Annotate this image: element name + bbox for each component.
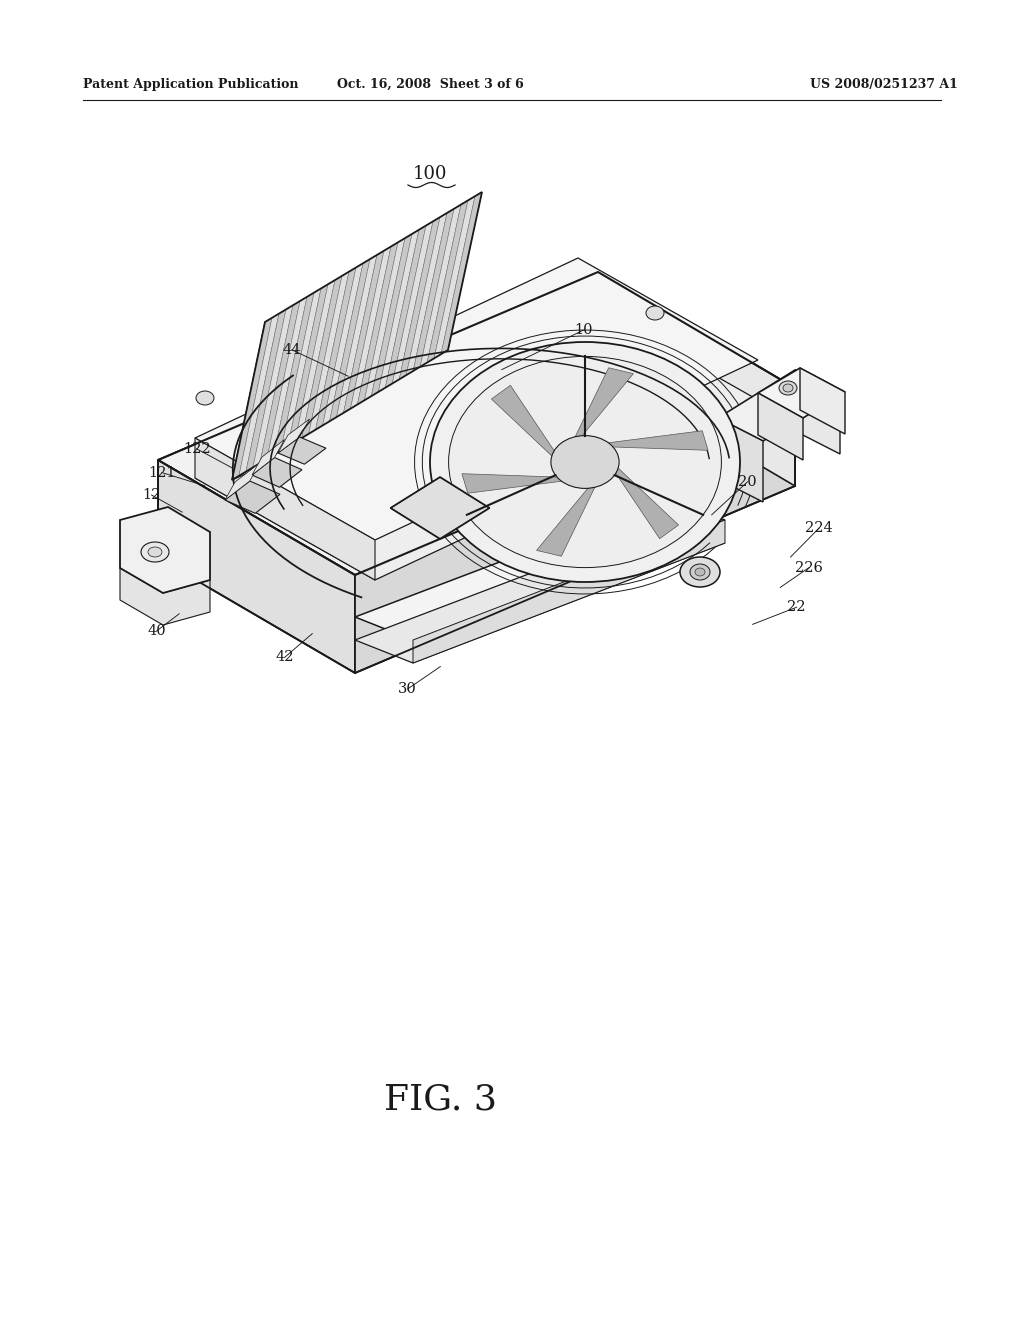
Polygon shape (281, 289, 321, 450)
Polygon shape (537, 482, 598, 556)
Polygon shape (158, 272, 795, 576)
Ellipse shape (680, 557, 720, 587)
Polygon shape (427, 201, 468, 363)
Polygon shape (295, 280, 335, 442)
Polygon shape (120, 507, 210, 593)
Polygon shape (462, 474, 569, 494)
Polygon shape (278, 418, 309, 453)
Text: Patent Application Publication: Patent Application Publication (83, 78, 299, 91)
Polygon shape (718, 370, 840, 441)
Ellipse shape (141, 543, 169, 562)
Polygon shape (758, 393, 803, 459)
Polygon shape (407, 213, 447, 375)
Text: 121: 121 (148, 466, 175, 479)
Text: 30: 30 (398, 682, 417, 696)
Text: 40: 40 (147, 624, 166, 638)
Text: 100: 100 (413, 165, 447, 183)
Polygon shape (239, 314, 279, 475)
Polygon shape (600, 430, 708, 450)
Polygon shape (308, 272, 349, 434)
Polygon shape (288, 284, 328, 446)
Polygon shape (252, 440, 285, 475)
Polygon shape (120, 568, 210, 624)
Polygon shape (355, 521, 725, 663)
Polygon shape (413, 520, 725, 663)
Ellipse shape (551, 436, 620, 488)
Polygon shape (195, 257, 758, 540)
Text: Oct. 16, 2008  Sheet 3 of 6: Oct. 16, 2008 Sheet 3 of 6 (337, 78, 523, 91)
Polygon shape (267, 297, 307, 459)
Text: 224: 224 (805, 521, 834, 535)
Polygon shape (420, 205, 461, 367)
Polygon shape (800, 368, 845, 434)
Polygon shape (355, 388, 795, 673)
Polygon shape (357, 243, 398, 404)
Polygon shape (195, 298, 758, 579)
Polygon shape (302, 276, 342, 438)
Ellipse shape (196, 391, 214, 405)
Polygon shape (365, 238, 406, 400)
Polygon shape (392, 222, 433, 384)
Text: 10: 10 (574, 323, 593, 337)
Text: 122: 122 (183, 442, 210, 455)
Polygon shape (492, 385, 558, 461)
Polygon shape (350, 247, 391, 409)
Polygon shape (558, 539, 632, 578)
Polygon shape (355, 498, 725, 640)
Polygon shape (225, 480, 280, 513)
Polygon shape (260, 301, 300, 463)
Text: FIG. 3: FIG. 3 (384, 1082, 497, 1117)
Text: US 2008/0251237 A1: US 2008/0251237 A1 (810, 78, 957, 91)
Polygon shape (273, 293, 314, 455)
Ellipse shape (695, 568, 705, 576)
Polygon shape (399, 218, 440, 379)
Polygon shape (758, 368, 845, 418)
Polygon shape (413, 209, 454, 371)
Polygon shape (343, 251, 384, 413)
Ellipse shape (646, 306, 664, 319)
Polygon shape (390, 477, 489, 539)
Polygon shape (449, 191, 482, 350)
Polygon shape (598, 272, 795, 486)
Polygon shape (253, 305, 293, 467)
Polygon shape (323, 263, 362, 425)
Polygon shape (252, 458, 302, 487)
Polygon shape (232, 318, 272, 480)
Text: 42: 42 (275, 651, 294, 664)
Ellipse shape (430, 342, 740, 582)
Polygon shape (441, 191, 482, 354)
Polygon shape (246, 309, 286, 471)
Text: 44: 44 (283, 343, 301, 356)
Polygon shape (232, 314, 283, 480)
Text: 20: 20 (738, 475, 757, 488)
Ellipse shape (148, 546, 162, 557)
Polygon shape (195, 438, 375, 579)
Polygon shape (225, 463, 260, 500)
Text: 12: 12 (142, 488, 161, 502)
Text: 226: 226 (795, 561, 823, 574)
Polygon shape (337, 255, 377, 417)
Ellipse shape (690, 564, 710, 579)
Polygon shape (718, 418, 763, 502)
Polygon shape (434, 197, 475, 359)
Text: 22: 22 (787, 601, 806, 614)
Polygon shape (385, 226, 426, 388)
Polygon shape (612, 463, 679, 539)
Polygon shape (330, 259, 370, 421)
Polygon shape (372, 234, 412, 396)
Ellipse shape (779, 381, 797, 395)
Polygon shape (278, 437, 326, 465)
Ellipse shape (449, 356, 721, 568)
Polygon shape (378, 230, 419, 392)
Polygon shape (315, 268, 356, 430)
Ellipse shape (783, 384, 793, 392)
Polygon shape (795, 370, 840, 454)
Polygon shape (158, 459, 355, 673)
Polygon shape (572, 368, 634, 442)
